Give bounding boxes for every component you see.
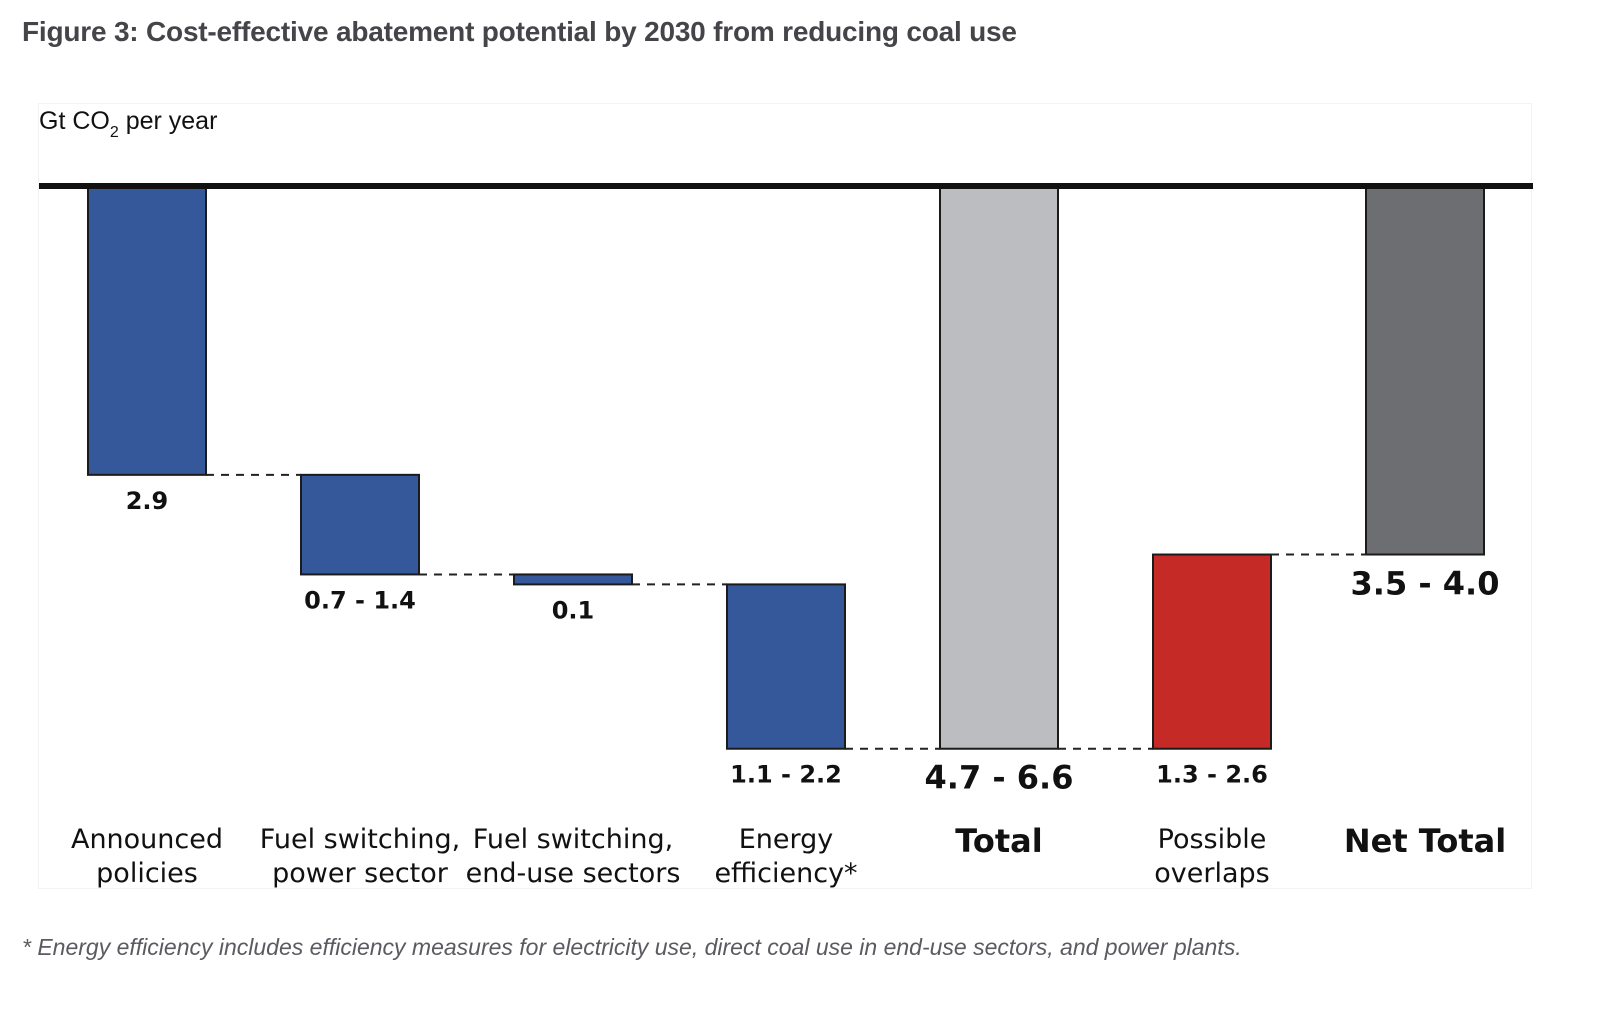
figure-title: Figure 3: Cost-effective abatement poten… [22, 16, 1017, 47]
value-label-3: 1.1 - 2.2 [730, 761, 842, 789]
category-label-4: Total [955, 822, 1042, 860]
category-label-2-line-0: Fuel switching, [473, 824, 673, 855]
category-label-0: Announced policies [71, 824, 223, 889]
category-label-5: Possible overlaps [1154, 824, 1269, 889]
value-label-1: 0.7 - 1.4 [304, 586, 416, 614]
value-label-5: 1.3 - 2.6 [1156, 761, 1268, 789]
category-label-3-line-0: Energy [739, 824, 834, 855]
category-label-3-line-1: efficiency* [714, 858, 857, 889]
waterfall-chart: Gt CO2 per year 2.9 0.7 - 1.4 0.1 1.1 - 2.2… [39, 107, 1533, 889]
bar-reduction-1 [300, 473, 420, 576]
value-label-2: 0.1 [552, 596, 595, 624]
bar-reduction-0 [87, 185, 207, 476]
category-label-1-line-1: power sector [272, 858, 449, 889]
category-label-2-line-1: end-use sectors [466, 858, 681, 889]
footnote: * Energy efficiency includes efficiency … [22, 934, 1242, 960]
chart-panel: Gt CO2 per year 2.9 0.7 - 1.4 0.1 1.1 - 2.2… [38, 103, 1533, 889]
category-label-6-line-0: Net Total [1344, 822, 1506, 860]
bar-reduction-3 [726, 583, 846, 750]
value-label-4: 4.7 - 6.6 [925, 759, 1074, 797]
value-label-0: 2.9 [126, 487, 169, 515]
category-label-4-line-0: Total [955, 822, 1042, 860]
y-axis-label: Gt CO2 per year [39, 107, 217, 141]
y-axis-label-prefix: Gt CO [39, 107, 110, 135]
bar-net-total-6 [1365, 185, 1485, 556]
y-axis-label-subscript: 2 [110, 124, 119, 141]
category-label-5-line-0: Possible [1158, 824, 1267, 855]
category-label-1-line-0: Fuel switching, [260, 824, 460, 855]
bar-reduction-2 [513, 573, 633, 586]
category-label-1: Fuel switching, power sector [260, 824, 460, 889]
bar-overlap-5 [1152, 553, 1272, 750]
labels-layer: 2.9 0.7 - 1.4 0.1 1.1 - 2.2 4.7 - 6.6 1.3 - 2… [71, 487, 1506, 889]
category-label-2: Fuel switching, end-use sectors [466, 824, 681, 889]
y-axis-label-suffix: per year [119, 107, 218, 135]
category-label-6: Net Total [1344, 822, 1506, 860]
bar-total-4 [939, 185, 1059, 750]
category-label-0-line-1: policies [96, 858, 198, 889]
bars-layer [87, 185, 1485, 750]
value-label-6: 3.5 - 4.0 [1351, 565, 1500, 603]
category-label-3: Energy efficiency* [714, 824, 857, 889]
connectors-layer [206, 473, 1366, 750]
category-label-5-line-1: overlaps [1154, 858, 1269, 889]
category-label-0-line-0: Announced [71, 824, 223, 855]
